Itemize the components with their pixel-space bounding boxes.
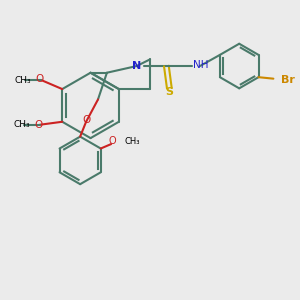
Text: NH: NH bbox=[193, 59, 208, 70]
Text: CH₃: CH₃ bbox=[15, 76, 31, 85]
Text: O: O bbox=[36, 74, 44, 84]
Text: S: S bbox=[165, 87, 173, 97]
Text: Br: Br bbox=[281, 75, 295, 85]
Text: O: O bbox=[82, 115, 90, 125]
Text: O: O bbox=[34, 120, 43, 130]
Text: O: O bbox=[109, 136, 116, 146]
Text: CH₃: CH₃ bbox=[124, 136, 140, 146]
Text: CH₃: CH₃ bbox=[13, 120, 30, 129]
Text: N: N bbox=[132, 61, 141, 71]
